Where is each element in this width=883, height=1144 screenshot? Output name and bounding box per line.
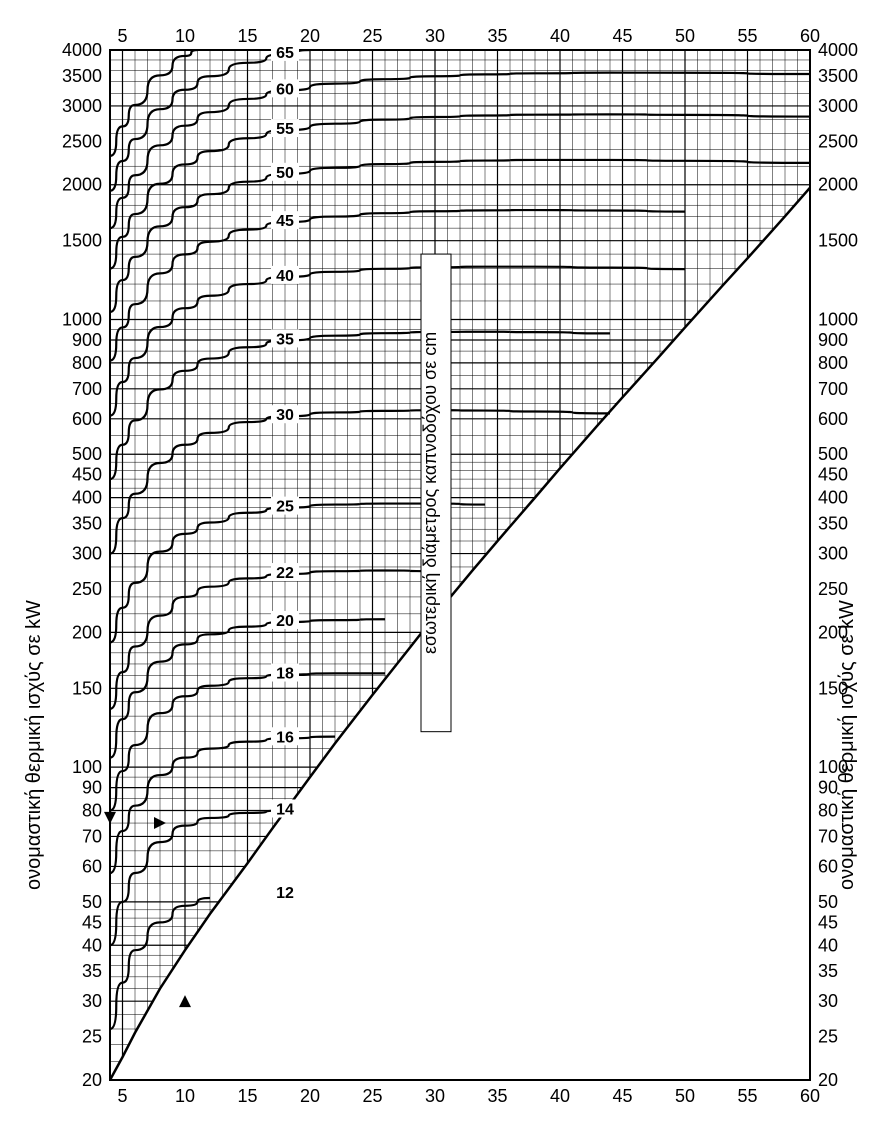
y-tick-left: 800 (72, 353, 102, 373)
y-tick-left: 250 (72, 579, 102, 599)
curve-label: 50 (276, 165, 294, 182)
x-tick-bottom: 5 (117, 1086, 127, 1106)
x-tick-top: 10 (175, 26, 195, 46)
y-tick-left: 100 (72, 757, 102, 777)
curve-label: 35 (276, 331, 294, 348)
x-tick-top: 60 (800, 26, 820, 46)
y-tick-left: 1500 (62, 231, 102, 251)
y-tick-left: 2500 (62, 131, 102, 151)
curve-label: 55 (276, 121, 294, 138)
y-tick-right: 250 (818, 579, 848, 599)
y-tick-left: 350 (72, 514, 102, 534)
curve-label: 20 (276, 613, 294, 630)
y-tick-left: 200 (72, 622, 102, 642)
curve-label: 14 (276, 802, 294, 819)
y-tick-left: 40 (82, 935, 102, 955)
y-tick-left: 1000 (62, 309, 102, 329)
y-tick-left: 60 (82, 856, 102, 876)
y-tick-left: 300 (72, 544, 102, 564)
x-tick-bottom: 20 (300, 1086, 320, 1106)
y-tick-right: 700 (818, 379, 848, 399)
y-tick-left: 70 (82, 826, 102, 846)
y-tick-left: 3500 (62, 66, 102, 86)
y-tick-right: 3500 (818, 66, 858, 86)
y-tick-right: 30 (818, 991, 838, 1011)
x-tick-top: 40 (550, 26, 570, 46)
curve-label: 30 (276, 407, 294, 424)
y-tick-left: 600 (72, 409, 102, 429)
x-tick-bottom: 25 (362, 1086, 382, 1106)
x-tick-top: 25 (362, 26, 382, 46)
y-tick-left: 25 (82, 1027, 102, 1047)
y-tick-right: 800 (818, 353, 848, 373)
y-tick-right: 25 (818, 1027, 838, 1047)
y-tick-right: 40 (818, 935, 838, 955)
y-tick-right: 50 (818, 892, 838, 912)
x-tick-top: 50 (675, 26, 695, 46)
y-tick-right: 500 (818, 444, 848, 464)
x-tick-top: 5 (117, 26, 127, 46)
y-tick-right: 20 (818, 1070, 838, 1090)
x-tick-bottom: 35 (487, 1086, 507, 1106)
y-tick-right: 600 (818, 409, 848, 429)
curve-label: 40 (276, 268, 294, 285)
y-tick-left: 150 (72, 678, 102, 698)
y-tick-left: 35 (82, 961, 102, 981)
y-axis-label-left: ονομαστική θερμική ισχύς σε kW (23, 600, 45, 890)
y-tick-left: 500 (72, 444, 102, 464)
curve-label: 12 (276, 885, 294, 902)
y-tick-left: 45 (82, 912, 102, 932)
x-tick-top: 20 (300, 26, 320, 46)
x-tick-top: 30 (425, 26, 445, 46)
y-tick-right: 45 (818, 912, 838, 932)
x-tick-top: 15 (237, 26, 257, 46)
x-tick-bottom: 45 (612, 1086, 632, 1106)
y-tick-right: 300 (818, 544, 848, 564)
curve-label: 60 (276, 81, 294, 98)
x-tick-top: 35 (487, 26, 507, 46)
y-tick-right: 350 (818, 514, 848, 534)
curve-label: 22 (276, 565, 294, 582)
y-tick-left: 450 (72, 465, 102, 485)
y-tick-left: 3000 (62, 96, 102, 116)
y-tick-left: 50 (82, 892, 102, 912)
y-tick-right: 3000 (818, 96, 858, 116)
y-tick-right: 35 (818, 961, 838, 981)
curve-label: 45 (276, 213, 294, 230)
y-tick-left: 900 (72, 330, 102, 350)
y-tick-right: 1500 (818, 231, 858, 251)
curve-label: 65 (276, 45, 294, 62)
x-tick-top: 45 (612, 26, 632, 46)
curve-label: 18 (276, 666, 294, 683)
y-axis-label-right: ονομαστική θερμική ισχύς σε kW (836, 600, 858, 890)
y-tick-right: 400 (818, 488, 848, 508)
y-tick-left: 20 (82, 1070, 102, 1090)
y-tick-right: 900 (818, 330, 848, 350)
x-tick-bottom: 15 (237, 1086, 257, 1106)
x-tick-bottom: 60 (800, 1086, 820, 1106)
y-tick-left: 700 (72, 379, 102, 399)
x-tick-bottom: 40 (550, 1086, 570, 1106)
x-tick-bottom: 10 (175, 1086, 195, 1106)
y-tick-left: 4000 (62, 40, 102, 60)
y-tick-left: 90 (82, 778, 102, 798)
curve-label: 25 (276, 499, 294, 516)
diameter-axis-label: εσωτερική διάμετρος καπνοδόχου σε cm (420, 332, 440, 654)
y-tick-right: 1000 (818, 309, 858, 329)
x-tick-bottom: 30 (425, 1086, 445, 1106)
x-tick-bottom: 55 (737, 1086, 757, 1106)
y-tick-left: 30 (82, 991, 102, 1011)
y-tick-right: 2500 (818, 131, 858, 151)
x-tick-bottom: 50 (675, 1086, 695, 1106)
y-tick-left: 400 (72, 488, 102, 508)
y-tick-right: 4000 (818, 40, 858, 60)
y-tick-right: 2000 (818, 175, 858, 195)
curve-label: 16 (276, 729, 294, 746)
chart-svg: 121416182022253035404550556065εσωτερική … (20, 20, 863, 1124)
y-tick-left: 80 (82, 801, 102, 821)
x-tick-top: 55 (737, 26, 757, 46)
y-tick-left: 2000 (62, 175, 102, 195)
y-tick-right: 450 (818, 465, 848, 485)
chimney-sizing-chart: 121416182022253035404550556065εσωτερική … (20, 20, 863, 1124)
